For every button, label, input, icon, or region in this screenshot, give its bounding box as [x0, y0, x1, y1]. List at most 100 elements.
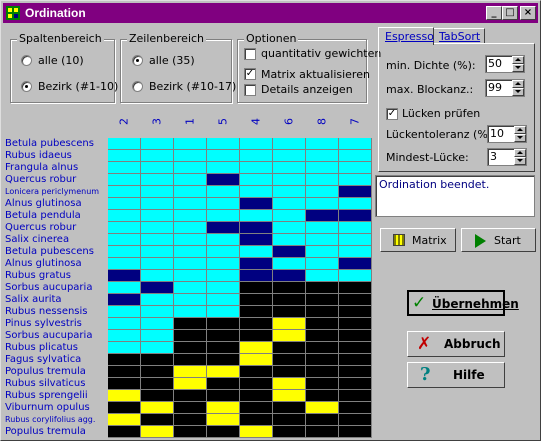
matrix-cell [240, 210, 273, 222]
minimize-button[interactable]: _ [486, 6, 502, 20]
matrix-cell [174, 174, 207, 186]
matrix-cell [174, 378, 207, 390]
matrix-cell [108, 234, 141, 246]
matrix-cell [174, 210, 207, 222]
max-block-down-button[interactable] [512, 88, 524, 96]
luecken-checkbox[interactable]: ✓ [386, 108, 398, 120]
spaltenbereich-label: Spaltenbereich [17, 32, 104, 45]
matrix-cell [339, 222, 372, 234]
matrix-cell [141, 354, 174, 366]
max-block-up-button[interactable] [512, 80, 524, 88]
zeilenbereich-label: Zeilenbereich [127, 32, 207, 45]
matrix-cell [207, 222, 240, 234]
matrix-cell [306, 366, 339, 378]
matrix-aktualisieren-checkbox[interactable]: ✓ [244, 68, 256, 80]
matrix-cell [240, 222, 273, 234]
toleranz-up-button[interactable] [514, 126, 526, 134]
matrix-cell [306, 282, 339, 294]
matrix-cell [273, 150, 306, 162]
toleranz-spinner[interactable]: 10 [487, 125, 527, 143]
matrix-cell [141, 150, 174, 162]
matrix-cell [207, 162, 240, 174]
matrix-button[interactable]: Matrix [380, 228, 456, 252]
optionen-label: Optionen [244, 32, 299, 45]
row-label: Populus tremula [5, 366, 86, 377]
matrix-cell [207, 390, 240, 402]
min-dichte-down-button[interactable] [512, 64, 524, 72]
row-label: Betula pendula [5, 210, 81, 221]
matrix-cell [339, 306, 372, 318]
mindest-up-button[interactable] [514, 149, 526, 157]
matrix-cell [141, 258, 174, 270]
matrix-cell [339, 270, 372, 282]
quantitativ-checkbox[interactable] [244, 48, 256, 60]
start-button[interactable]: Start [461, 228, 536, 252]
column-label: 2 [117, 118, 131, 125]
matrix-cell [141, 390, 174, 402]
matrix-cell [108, 198, 141, 210]
matrix-cell [306, 270, 339, 282]
matrix-cell [339, 186, 372, 198]
matrix-cell [174, 354, 207, 366]
tab-espresso-label: Espresso [385, 30, 434, 43]
matrix-cell [339, 246, 372, 258]
matrix-cell [240, 234, 273, 246]
mindest-down-button[interactable] [514, 157, 526, 165]
tab-tabsort[interactable]: TabSort [433, 28, 485, 44]
row-label: Betula pubescens [5, 246, 94, 257]
matrix-cell [339, 198, 372, 210]
mindest-spinner[interactable]: 3 [487, 148, 527, 166]
toleranz-down-button[interactable] [514, 134, 526, 142]
zeilen-bezirk-radio[interactable] [132, 81, 143, 92]
min-dichte-up-button[interactable] [512, 56, 524, 64]
abbruch-button[interactable]: ✗ Abbruch [407, 331, 505, 357]
cancel-icon: ✗ [417, 334, 432, 354]
matrix-cell [207, 150, 240, 162]
uebernehmen-button[interactable]: ✓ Übernehmen [407, 290, 519, 316]
matrix-cell [207, 402, 240, 414]
matrix-cell [339, 330, 372, 342]
spalten-bezirk-radio[interactable] [21, 81, 32, 92]
matrix-cell [273, 234, 306, 246]
hilfe-button[interactable]: ? Hilfe [407, 362, 505, 388]
matrix-cell [273, 318, 306, 330]
matrix-cell [273, 330, 306, 342]
min-dichte-value: 50 [488, 57, 502, 70]
close-button[interactable]: × [520, 6, 536, 20]
matrix-cell [306, 390, 339, 402]
matrix-cell [306, 294, 339, 306]
matrix-cell [141, 270, 174, 282]
zeilen-alle-radio[interactable] [132, 55, 143, 66]
matrix-cell [174, 138, 207, 150]
ordination-matrix[interactable] [108, 138, 372, 438]
matrix-cell [141, 342, 174, 354]
help-icon: ? [420, 364, 431, 385]
min-dichte-spinner[interactable]: 50 [485, 55, 525, 73]
details-checkbox[interactable] [244, 84, 256, 96]
column-label: 1 [183, 118, 197, 125]
play-icon [475, 234, 486, 248]
maximize-button[interactable]: □ [502, 6, 518, 20]
matrix-cell [108, 138, 141, 150]
matrix-cell [306, 246, 339, 258]
matrix-cell [240, 366, 273, 378]
matrix-button-label: Matrix [412, 234, 447, 247]
matrix-cell [108, 162, 141, 174]
matrix-cell [141, 282, 174, 294]
spalten-alle-radio[interactable] [21, 55, 32, 66]
matrix-cell [339, 378, 372, 390]
tab-espresso[interactable]: Espresso [378, 27, 434, 45]
matrix-cell [306, 210, 339, 222]
uebernehmen-label: Übernehmen [432, 297, 519, 311]
matrix-cell [273, 210, 306, 222]
matrix-cell [306, 378, 339, 390]
matrix-cell [240, 330, 273, 342]
matrix-cell [306, 258, 339, 270]
matrix-cell [240, 258, 273, 270]
row-label: Rubus plicatus [5, 342, 78, 353]
matrix-cell [108, 366, 141, 378]
matrix-cell [174, 330, 207, 342]
max-block-spinner[interactable]: 99 [485, 79, 525, 97]
title-bar[interactable]: Ordination _ □ × [3, 3, 538, 23]
matrix-cell [306, 318, 339, 330]
